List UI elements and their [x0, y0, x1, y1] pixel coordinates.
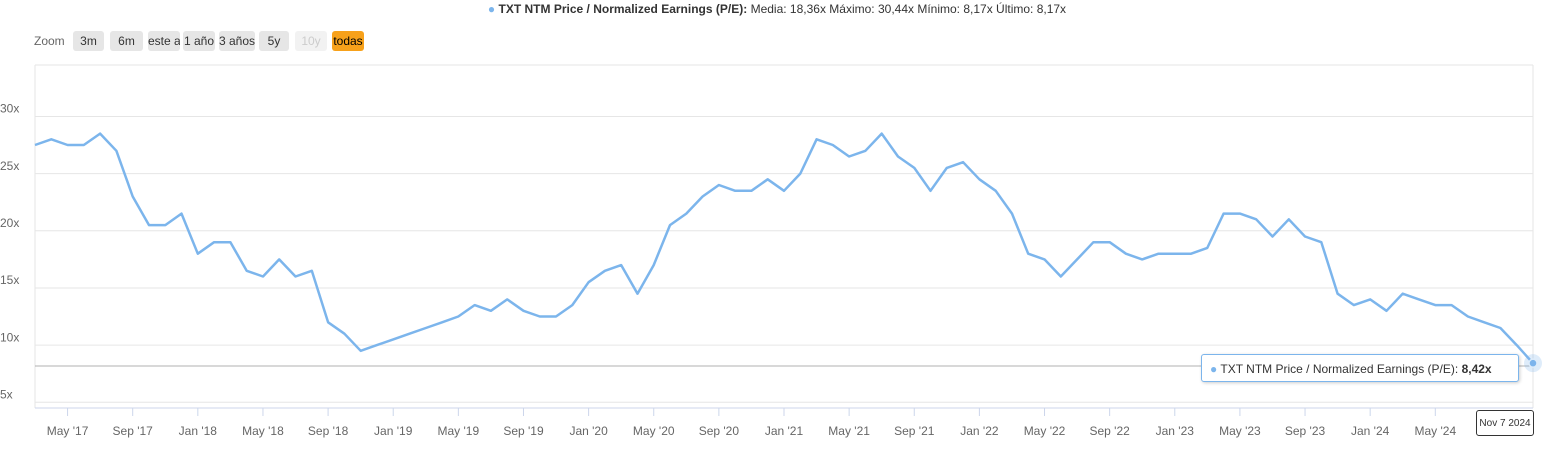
tooltip-marker — [1528, 358, 1538, 368]
y-tick-label: 15x — [0, 273, 19, 287]
legend-title: TXT NTM Price / Normalized Earnings (P/E… — [498, 2, 748, 16]
legend: ● TXT NTM Price / Normalized Earnings (P… — [0, 2, 1554, 16]
x-tick-label: Jan '20 — [569, 424, 608, 438]
tooltip-label: TXT NTM Price / Normalized Earnings (P/E… — [1220, 362, 1459, 376]
y-tick-label: 20x — [0, 216, 19, 230]
y-tick-label: 25x — [0, 159, 19, 173]
legend-dot: ● — [487, 2, 496, 16]
x-tick-label: May '17 — [47, 424, 89, 438]
y-tick-label: 10x — [0, 330, 19, 344]
x-tick-label: May '19 — [438, 424, 480, 438]
zoom-button[interactable]: 1 año — [183, 31, 215, 51]
x-tick-label: Jan '19 — [374, 424, 413, 438]
x-tick-label: Jan '23 — [1156, 424, 1195, 438]
tooltip-date: Nov 7 2024 — [1476, 410, 1534, 436]
y-tick-label: 30x — [0, 102, 19, 116]
x-tick-label: May '21 — [828, 424, 870, 438]
zoom-button[interactable]: todas — [332, 31, 364, 51]
x-tick-label: Sep '17 — [113, 424, 154, 438]
x-tick-label: Sep '22 — [1089, 424, 1130, 438]
zoom-button[interactable]: 10y — [295, 31, 327, 51]
zoom-button[interactable]: 3m — [73, 31, 104, 51]
tooltip-value: 8,42x — [1461, 362, 1492, 376]
zoom-button[interactable]: este año — [148, 31, 180, 51]
x-tick-label: Sep '18 — [308, 424, 349, 438]
x-tick-label: May '20 — [633, 424, 675, 438]
x-tick-label: Sep '19 — [503, 424, 544, 438]
tooltip: ● TXT NTM Price / Normalized Earnings (P… — [1201, 354, 1519, 382]
x-tick-label: May '18 — [242, 424, 284, 438]
tooltip-halo — [1524, 354, 1542, 373]
x-tick-label: Sep '20 — [699, 424, 740, 438]
x-tick-label: Jan '22 — [960, 424, 999, 438]
zoom-button[interactable]: 5y — [259, 31, 289, 51]
legend-stats: Media: 18,36x Máximo: 30,44x Mínimo: 8,1… — [750, 2, 1067, 16]
zoom-label: Zoom — [34, 34, 65, 48]
y-tick-label: 5x — [0, 387, 13, 401]
x-tick-label: May '24 — [1414, 424, 1456, 438]
zoom-button[interactable]: 6m — [110, 31, 143, 51]
x-tick-label: Sep '21 — [894, 424, 935, 438]
x-tick-label: May '23 — [1219, 424, 1261, 438]
x-tick-label: May '22 — [1024, 424, 1066, 438]
x-tick-label: Jan '21 — [765, 424, 804, 438]
zoom-button[interactable]: 3 años — [219, 31, 255, 51]
x-tick-label: Jan '24 — [1351, 424, 1390, 438]
x-tick-label: Sep '23 — [1285, 424, 1326, 438]
series-line — [34, 132, 1534, 365]
x-tick-label: Jan '18 — [179, 424, 218, 438]
